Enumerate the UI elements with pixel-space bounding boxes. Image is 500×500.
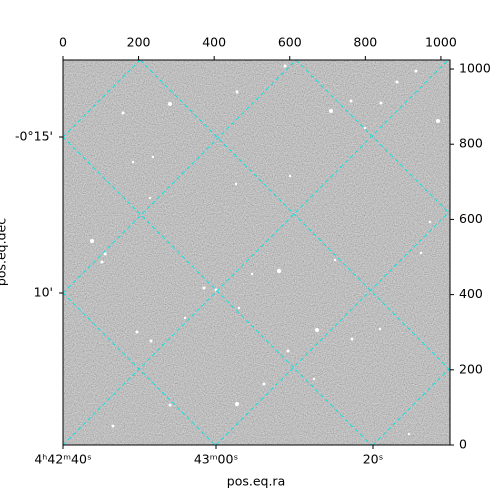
x-tick-label: 800: [353, 35, 377, 50]
y-axis-label: pos.eq.dec: [0, 218, 9, 286]
frame: [62, 59, 451, 446]
ra-tick-label: 43ᵐ00ˢ: [194, 452, 238, 467]
image: [63, 60, 450, 445]
image-pixels: [63, 60, 450, 445]
ra-tick-label: 20ˢ: [363, 452, 384, 467]
x-tick-label: 400: [202, 35, 226, 50]
ra-tick-label: 4ʰ42ᵐ40ˢ: [34, 452, 91, 467]
ra-grid-line: [63, 60, 449, 445]
dec-grid-line: [295, 60, 450, 215]
dec-grid-line: [63, 292, 216, 445]
y-tick-label: 200: [459, 361, 483, 376]
stars: [90, 64, 440, 436]
y-tick-label: 0: [459, 437, 467, 452]
y-tick-label: 600: [459, 211, 483, 226]
dec-grid-line: [139, 60, 450, 371]
ra-grid-line: [215, 210, 450, 445]
y-tick-label: 800: [459, 136, 483, 151]
dec-tick-label: 10': [34, 285, 53, 300]
y-tick-label: 1000: [459, 61, 491, 76]
x-tick-label: 200: [127, 35, 151, 50]
x-axis-label: pos.eq.ra: [227, 474, 285, 489]
y-tick-label: 400: [459, 286, 483, 301]
dec-grid-line: [63, 136, 372, 445]
x-tick-label: 1000: [425, 35, 457, 50]
world-grid: [63, 60, 450, 445]
x-tick-label: 0: [59, 35, 67, 50]
ra-grid-line: [63, 60, 297, 294]
x-tick-label: 600: [278, 35, 302, 50]
dec-tick-label: -0°15': [15, 129, 53, 144]
